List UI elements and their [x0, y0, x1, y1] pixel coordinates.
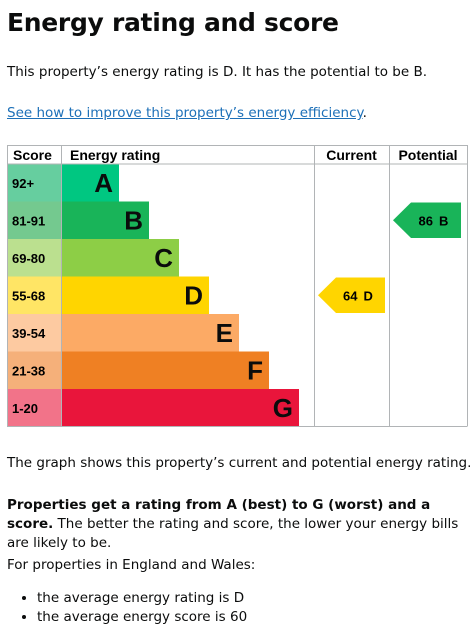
current-arrow: [318, 277, 385, 313]
score-label: 81-91: [12, 213, 45, 228]
average-item: the average energy rating is D: [37, 589, 247, 608]
score-label: 92+: [12, 176, 34, 191]
rating-letter: F: [247, 355, 263, 385]
link-line: See how to improve this property’s energ…: [7, 104, 367, 123]
average-item: the average energy score is 60: [37, 608, 247, 627]
score-cell: [7, 314, 61, 352]
rating-bold: Properties get a rating from A (best) to…: [7, 497, 431, 532]
rating-letter: D: [184, 280, 203, 310]
score-cell: [7, 239, 61, 277]
rating-letter: A: [94, 168, 113, 198]
averages-list: the average energy rating is Dthe averag…: [7, 589, 247, 627]
rating-letter: G: [273, 393, 293, 423]
graph-note: The graph shows this property’s current …: [7, 455, 472, 471]
rating-letter: E: [216, 318, 233, 348]
score-label: 1-20: [12, 401, 38, 416]
energy-graph: 92+ A 81-91 B 69-80 C 55-68 D 39-54 E 21-38 F 1-20 G S…: [7, 145, 468, 427]
rating-rest: The better the rating and score, the low…: [7, 516, 459, 551]
rating-bar: [61, 201, 149, 239]
rating-para: Properties get a rating from A (best) to…: [7, 496, 469, 553]
score-cell: [7, 276, 61, 314]
current-arrow-score: 64: [343, 288, 358, 303]
score-cell: [7, 164, 61, 202]
score-cell: [7, 201, 61, 239]
column-header: Potential: [398, 147, 457, 163]
potential-arrow-score: 86: [419, 213, 433, 228]
column-header: Score: [13, 147, 52, 163]
score-cell: [7, 389, 61, 427]
link-after: .: [362, 105, 367, 121]
rating-bar: [61, 239, 179, 277]
rating-bar: [61, 276, 209, 314]
heading: Energy rating and score: [7, 8, 339, 37]
averages-intro: For properties in England and Wales:: [7, 557, 256, 573]
rating-bar: [61, 164, 119, 202]
potential-arrow: [393, 202, 461, 238]
score-label: 69-80: [12, 251, 45, 266]
column-header: Energy rating: [70, 147, 160, 163]
intro: This property’s energy rating is D. It h…: [7, 64, 428, 80]
improve-link[interactable]: See how to improve this property’s energ…: [7, 105, 363, 121]
potential-arrow-letter: B: [439, 213, 448, 228]
rating-bar: [61, 389, 299, 427]
score-label: 39-54: [12, 326, 46, 341]
score-label: 21-38: [12, 363, 45, 378]
current-arrow-letter: D: [364, 288, 373, 303]
score-label: 55-68: [12, 288, 45, 303]
rating-bar: [61, 314, 239, 352]
rating-letter: C: [154, 243, 173, 273]
rating-bar: [61, 351, 269, 389]
column-header: Current: [326, 147, 377, 163]
score-cell: [7, 351, 61, 389]
rating-letter: B: [124, 205, 143, 235]
